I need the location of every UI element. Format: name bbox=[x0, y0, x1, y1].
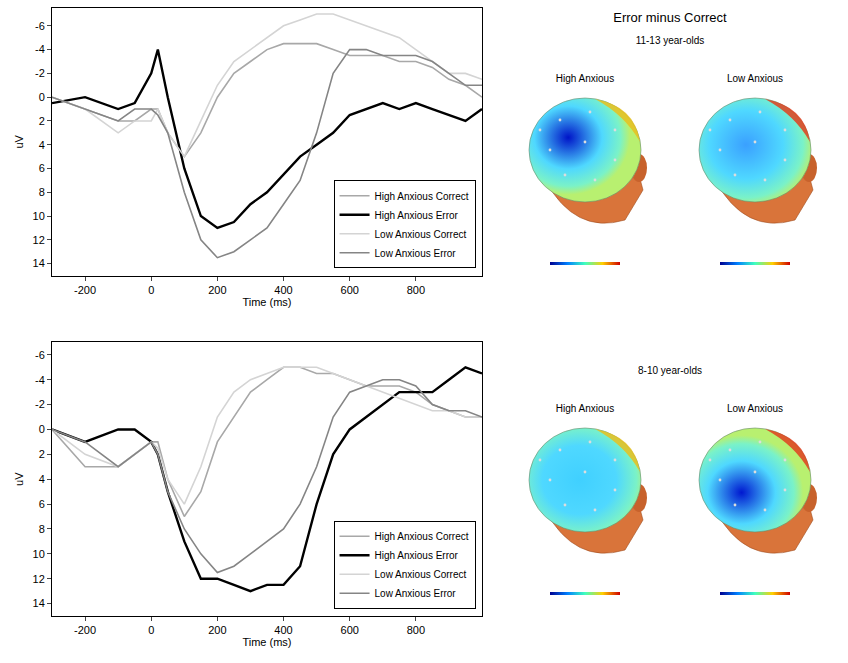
svg-text:400: 400 bbox=[274, 284, 292, 296]
svg-text:Low Anxious Error: Low Anxious Error bbox=[375, 248, 457, 259]
svg-text:0: 0 bbox=[39, 423, 45, 435]
svg-text:High Anxious Error: High Anxious Error bbox=[375, 210, 459, 221]
svg-text:Low Anxious Correct: Low Anxious Correct bbox=[375, 569, 467, 580]
svg-text:-200: -200 bbox=[74, 624, 96, 636]
svg-text:0: 0 bbox=[148, 624, 154, 636]
svg-text:Low Anxious: Low Anxious bbox=[727, 403, 783, 414]
svg-text:-4: -4 bbox=[35, 374, 45, 386]
svg-text:800: 800 bbox=[407, 284, 425, 296]
svg-text:600: 600 bbox=[341, 624, 359, 636]
svg-text:14: 14 bbox=[33, 597, 45, 609]
svg-text:High Anxious: High Anxious bbox=[556, 73, 614, 84]
svg-text:2: 2 bbox=[39, 448, 45, 460]
svg-text:uV: uV bbox=[13, 134, 25, 148]
svg-text:High Anxious Correct: High Anxious Correct bbox=[375, 191, 469, 202]
svg-text:Low Anxious: Low Anxious bbox=[727, 73, 783, 84]
svg-text:Error minus Correct: Error minus Correct bbox=[613, 10, 727, 25]
svg-text:8: 8 bbox=[39, 186, 45, 198]
svg-text:12: 12 bbox=[33, 573, 45, 585]
svg-text:0: 0 bbox=[148, 284, 154, 296]
svg-text:0: 0 bbox=[39, 91, 45, 103]
svg-text:10: 10 bbox=[33, 548, 45, 560]
svg-text:800: 800 bbox=[407, 624, 425, 636]
svg-text:12: 12 bbox=[33, 234, 45, 246]
svg-text:-2: -2 bbox=[35, 67, 45, 79]
svg-text:Time (ms): Time (ms) bbox=[242, 296, 291, 308]
svg-text:400: 400 bbox=[274, 624, 292, 636]
svg-text:Low Anxious Correct: Low Anxious Correct bbox=[375, 229, 467, 240]
svg-text:Time (ms): Time (ms) bbox=[242, 636, 291, 648]
svg-text:8-10 year-olds: 8-10 year-olds bbox=[638, 365, 702, 376]
svg-text:200: 200 bbox=[208, 284, 226, 296]
svg-text:10: 10 bbox=[33, 210, 45, 222]
svg-text:6: 6 bbox=[39, 162, 45, 174]
svg-text:High Anxious: High Anxious bbox=[556, 403, 614, 414]
svg-text:-200: -200 bbox=[74, 284, 96, 296]
svg-text:14: 14 bbox=[33, 257, 45, 269]
svg-text:4: 4 bbox=[39, 139, 45, 151]
svg-text:-2: -2 bbox=[35, 398, 45, 410]
svg-text:-4: -4 bbox=[35, 43, 45, 55]
svg-text:-6: -6 bbox=[35, 349, 45, 361]
svg-text:6: 6 bbox=[39, 498, 45, 510]
svg-text:4: 4 bbox=[39, 473, 45, 485]
svg-text:High Anxious Error: High Anxious Error bbox=[375, 550, 459, 561]
svg-text:600: 600 bbox=[341, 284, 359, 296]
svg-text:200: 200 bbox=[208, 624, 226, 636]
svg-text:Low Anxious Error: Low Anxious Error bbox=[375, 588, 457, 599]
svg-text:2: 2 bbox=[39, 115, 45, 127]
svg-text:8: 8 bbox=[39, 523, 45, 535]
svg-text:High Anxious Correct: High Anxious Correct bbox=[375, 531, 469, 542]
svg-text:11-13 year-olds: 11-13 year-olds bbox=[636, 35, 705, 46]
svg-text:-6: -6 bbox=[35, 20, 45, 32]
svg-text:uV: uV bbox=[13, 472, 25, 486]
